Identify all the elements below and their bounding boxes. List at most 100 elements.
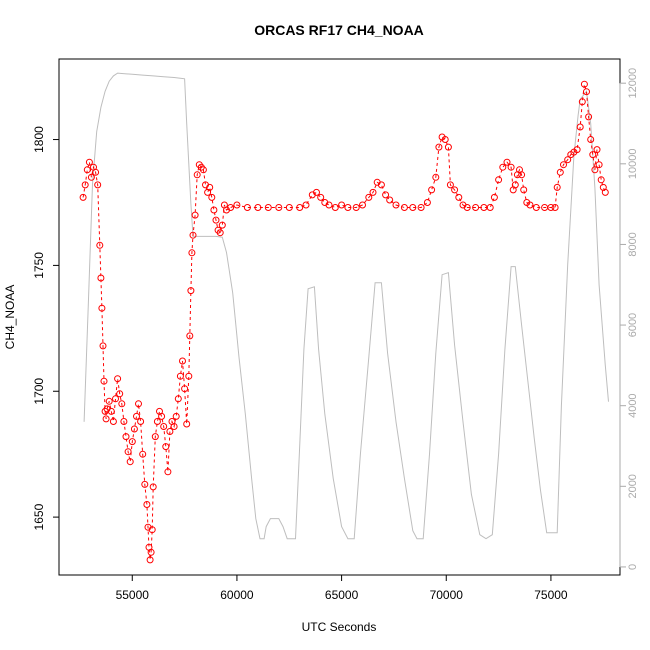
ch4-point (109, 418, 117, 425)
y2-tick-label: 2000 (627, 474, 639, 498)
ch4-point (486, 204, 494, 211)
ch4-point (122, 433, 130, 441)
ch4-point (96, 241, 104, 249)
ch4-point (176, 372, 184, 380)
ch4-point (114, 375, 122, 383)
ch4-point (451, 186, 459, 194)
ch4-point (98, 304, 106, 312)
x-tick-label: 75000 (534, 588, 568, 602)
ch4-point (444, 143, 452, 151)
ch4-point (463, 204, 471, 211)
ch4-point (435, 143, 443, 151)
ch4-point (174, 395, 182, 403)
y-tick-label: 1750 (32, 252, 46, 279)
ch4-point (105, 397, 113, 405)
ch4-point (490, 193, 498, 201)
ch4-point (193, 171, 201, 179)
altitude-series (83, 72, 609, 540)
ch4-point (325, 201, 333, 209)
ch4-point (216, 229, 224, 237)
chart-title: ORCAS RF17 CH4_NOAA (254, 22, 424, 38)
ch4-point (560, 161, 567, 169)
ch4-point (495, 176, 503, 184)
ch4-point (85, 158, 93, 166)
ch4-point (595, 161, 603, 169)
ch4-point (218, 221, 226, 229)
ch4-point (532, 204, 540, 211)
ch4-point (81, 181, 89, 189)
ch4-point (160, 423, 168, 430)
y-axis-left: 1650 1700 1750 1800 (32, 126, 59, 530)
ch4-point (166, 428, 174, 435)
ch4-point (547, 204, 555, 211)
x-tick-label: 70000 (430, 588, 464, 602)
ch4-point (139, 450, 147, 458)
ch4-point (128, 438, 136, 446)
ch4-point (591, 166, 599, 174)
ch4-point (417, 204, 425, 211)
ch4-point (189, 231, 197, 239)
ch4-point (587, 136, 595, 143)
x-tick-label: 65000 (325, 588, 359, 602)
ch4-point (344, 204, 352, 211)
ch4-point (446, 181, 454, 189)
ch4-point (87, 173, 95, 181)
y2-tick-label: 12000 (627, 68, 639, 99)
y2-tick-label: 8000 (627, 232, 639, 256)
ch4-point (149, 483, 157, 491)
ch4-point (179, 357, 186, 365)
ch4-point (503, 158, 511, 166)
ch4-point (153, 418, 161, 425)
ch4-point (135, 400, 142, 408)
ch4-point (576, 123, 584, 131)
ch4-point (507, 163, 515, 171)
ch4-point (551, 204, 559, 211)
y-tick-label: 1800 (32, 126, 46, 153)
ch4-point (432, 173, 440, 181)
ch4-point (118, 400, 126, 408)
altitude-line (83, 72, 609, 540)
ch4-point (296, 204, 304, 211)
ch4-series (79, 80, 609, 564)
ch4-point (243, 204, 251, 211)
ch4-point (556, 168, 564, 176)
y2-tick-label: 10000 (627, 149, 639, 180)
ch4-point (441, 136, 449, 143)
ch4-point (92, 168, 100, 176)
ch4-point (264, 204, 272, 211)
ch4-point (172, 412, 180, 420)
ch4-point (526, 201, 534, 209)
ch4-point (158, 412, 166, 420)
ch4-point (352, 204, 360, 211)
ch4-point (472, 204, 480, 211)
ch4-point (99, 342, 107, 350)
ch4-point (227, 204, 235, 211)
ch4-point (423, 199, 431, 206)
ch4-point (94, 181, 102, 189)
ch4-point (187, 287, 195, 295)
ch4-point (409, 204, 417, 211)
ch4-point (141, 480, 149, 488)
ch4-point (275, 204, 283, 211)
ch4-point (580, 80, 588, 88)
ch4-point (100, 377, 108, 385)
y2-tick-label: 6000 (627, 313, 639, 337)
ch4-point (147, 548, 155, 556)
ch4-point (97, 274, 105, 282)
x-axis-label: UTC Seconds (302, 620, 377, 634)
ch4-point (377, 181, 385, 189)
ch4-point (107, 407, 115, 415)
ch4-point (254, 204, 262, 211)
ch4-point (124, 448, 132, 456)
ch4-point (313, 188, 320, 196)
ch4-point (116, 390, 124, 398)
ch4-point (400, 204, 408, 211)
ch4-point (520, 186, 528, 194)
ch4-point (382, 191, 390, 199)
ch4-point (162, 443, 170, 451)
ch4-point (392, 201, 400, 209)
ch4-point (191, 211, 199, 219)
ch4-point (137, 418, 145, 425)
ch4-point (583, 88, 590, 96)
y2-tick-label: 0 (627, 564, 639, 570)
